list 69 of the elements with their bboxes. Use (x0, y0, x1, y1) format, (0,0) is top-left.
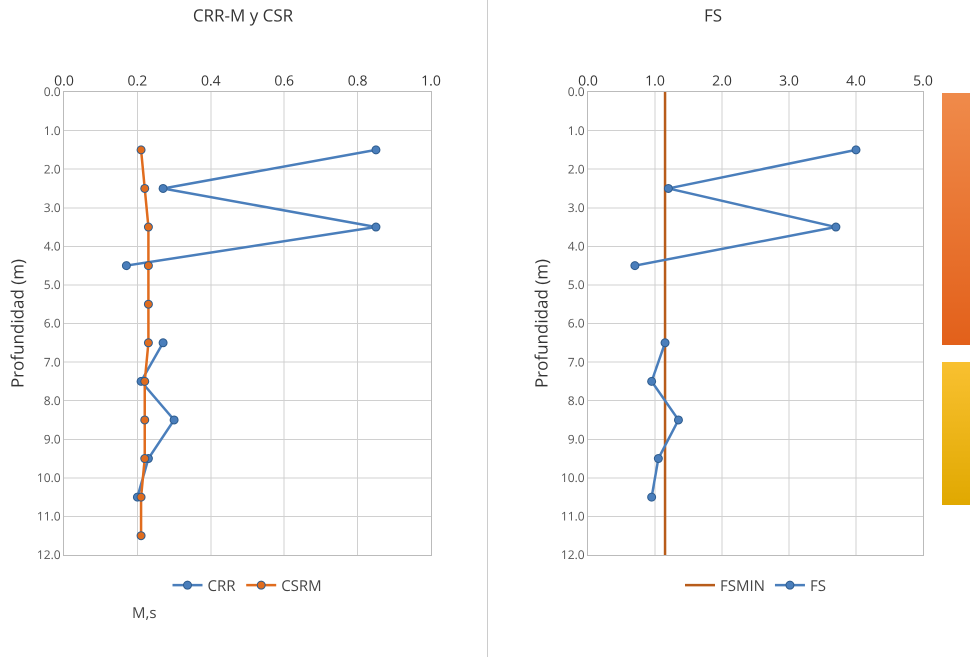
y-tick-label: 7.0 (568, 353, 585, 370)
y-axis-title: Profundidad (m) (5, 258, 28, 388)
x-tick-label: 4.0 (846, 71, 866, 90)
y-tick-label: 2.0 (44, 160, 61, 178)
legend-label: FSMIN (720, 576, 765, 596)
point (136, 531, 146, 540)
y-tick-label: 5.0 (44, 276, 61, 294)
point (831, 222, 840, 232)
point (170, 415, 179, 424)
y-tick-label: 11.0 (560, 508, 585, 525)
y-tick-label: 9.0 (568, 430, 585, 448)
y-tick-label: 7.0 (44, 353, 61, 370)
y-tick-label: 6.0 (44, 314, 61, 332)
point (660, 338, 670, 348)
y-tick-label: 10.0 (560, 469, 585, 486)
chart-title: FS (704, 4, 722, 27)
legend-label: FS (810, 576, 826, 596)
legend-label: CRR (208, 576, 236, 596)
y-tick-label: 6.0 (568, 314, 585, 332)
y-tick-label: 8.0 (568, 392, 585, 409)
point (630, 261, 640, 270)
y-tick-label: 10.0 (36, 469, 61, 486)
legend-label: CSRM (281, 576, 322, 596)
y-tick-label: 3.0 (568, 198, 585, 216)
point (664, 184, 673, 193)
text: M,s (132, 603, 157, 623)
point (140, 415, 150, 424)
y-tick-label: 11.0 (36, 508, 61, 525)
x-tick-label: 2.0 (712, 71, 732, 90)
x-tick-label: 0.6 (274, 71, 294, 90)
y-tick-label: 4.0 (568, 238, 585, 255)
point (140, 184, 150, 193)
point (140, 376, 150, 386)
y-tick-label: 4.0 (44, 238, 61, 255)
y-tick-label: 1.0 (568, 122, 585, 139)
x-tick-label: 1.0 (421, 71, 441, 90)
point (144, 300, 153, 309)
y-tick-label: 1.0 (44, 122, 61, 139)
point (654, 454, 663, 464)
chart-title: CRR-M y CSR (192, 4, 294, 27)
point (371, 145, 380, 154)
y-axis-title: Profundidad (m) (529, 258, 552, 388)
point (136, 145, 146, 154)
x-tick-label: 0.4 (200, 71, 221, 90)
point (136, 492, 146, 502)
x-tick-label: 5.0 (913, 71, 933, 90)
point (144, 338, 153, 348)
point (647, 492, 656, 502)
point (140, 454, 150, 464)
y-tick-label: 12.0 (36, 546, 61, 564)
x-tick-label: 0.8 (348, 71, 368, 90)
point (158, 338, 168, 348)
y-tick-label: 8.0 (44, 392, 61, 409)
x-tick-label: 1.0 (645, 71, 665, 90)
y-tick-label: 5.0 (568, 276, 585, 294)
point (158, 184, 168, 193)
y-tick-label: 9.0 (44, 430, 61, 448)
point (144, 222, 153, 232)
point (852, 145, 860, 154)
y-tick-label: 2.0 (568, 160, 585, 178)
y-tick-label: 3.0 (44, 198, 61, 216)
point (647, 376, 656, 386)
point (371, 222, 380, 232)
point (144, 261, 153, 270)
point (674, 415, 683, 424)
point (122, 261, 131, 270)
y-tick-label: 12.0 (560, 546, 585, 564)
x-tick-label: 3.0 (779, 71, 799, 90)
x-tick-label: 0.2 (128, 71, 148, 90)
